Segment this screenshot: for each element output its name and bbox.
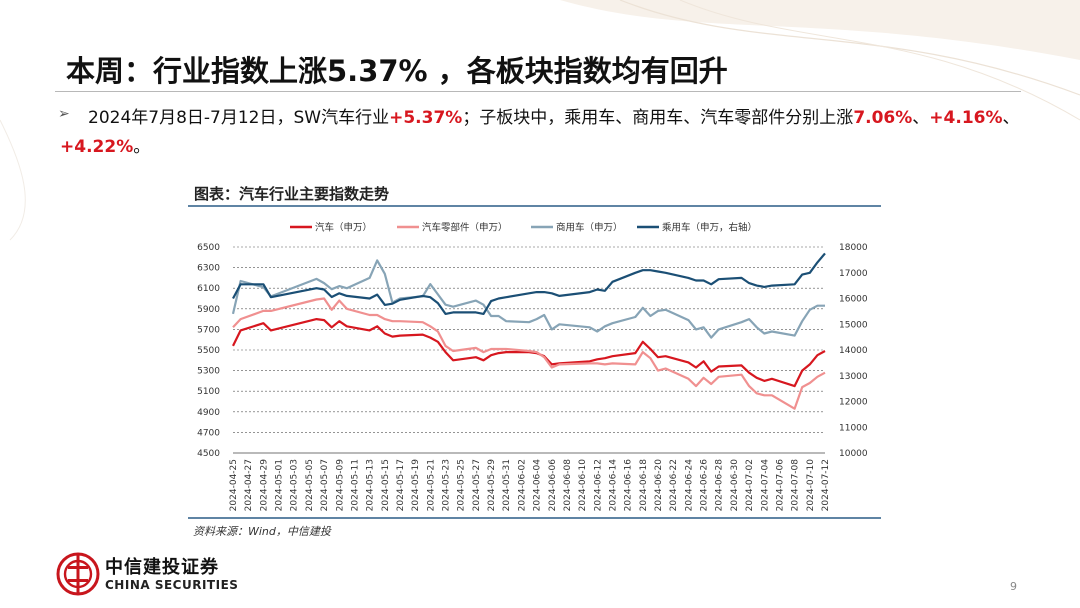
x-tick-label: 2024-04-27: [244, 459, 254, 511]
y-right-tick-label: 15000: [839, 320, 868, 330]
x-tick-label: 2024-06-02: [517, 459, 527, 511]
x-tick-label: 2024-05-01: [275, 459, 285, 511]
x-tick-label: 2024-06-04: [533, 459, 543, 512]
x-tick-label: 2024-05-03: [290, 459, 300, 511]
x-tick-label: 2024-06-16: [624, 459, 634, 512]
citic-logo-icon: [56, 552, 100, 596]
y-right-tick-label: 17000: [839, 269, 868, 279]
legend-label: 乘用车（申万，右轴）: [662, 222, 757, 234]
parts-change-value: +4.22%: [60, 137, 134, 157]
y-right-tick-label: 13000: [839, 372, 868, 382]
x-tick-label: 2024-05-09: [335, 459, 345, 512]
source-note: 资料来源：Wind，中信建投: [193, 525, 331, 538]
x-tick-label: 2024-06-30: [730, 459, 740, 512]
x-tick-label: 2024-04-29: [259, 459, 269, 512]
x-tick-label: 2024-05-05: [305, 459, 315, 511]
x-tick-label: 2024-05-13: [366, 459, 376, 511]
x-tick-label: 2024-07-12: [821, 459, 831, 511]
index-trend-chart: 4500 4700 4900 5100 5300 5500 5700 5900 6100 6300…: [188, 205, 881, 519]
y-right-tick-label: 16000: [839, 295, 868, 305]
x-tick-label: 2024-05-31: [502, 459, 512, 511]
x-tick-label: 2024-07-06: [775, 459, 785, 512]
summary-text: 2024年7月8日-7月12日，SW汽车行业+5.37%；子板块中，乘用车、商用…: [60, 104, 1020, 162]
x-tick-label: 2024-05-17: [396, 459, 406, 511]
commercial-change-value: +4.16%: [929, 108, 1003, 128]
y-left-tick-label: 4700: [197, 428, 220, 438]
y-left-tick-label: 6300: [197, 264, 220, 274]
y-right-tick-label: 12000: [839, 398, 868, 408]
x-tick-label: 2024-05-07: [320, 459, 330, 511]
summary-part-4: 、: [1002, 108, 1020, 128]
x-tick-label: 2024-05-27: [472, 459, 482, 511]
x-tick-label: 2024-04-25: [229, 459, 239, 511]
y-left-tick-label: 5300: [197, 367, 220, 377]
x-tick-label: 2024-06-22: [669, 459, 679, 511]
summary-part-1: 2024年7月8日-7月12日，SW汽车行业: [88, 108, 390, 128]
series-line: [232, 297, 826, 410]
chart-title: 图表：汽车行业主要指数走势: [194, 185, 390, 203]
x-tick-label: 2024-06-20: [654, 459, 664, 512]
legend-label: 汽车（申万）: [315, 222, 372, 234]
x-tick-label: 2024-07-10: [806, 459, 816, 512]
slide-title: 本周：行业指数上涨5.37% ，各板块指数均有回升: [66, 54, 728, 88]
auto-change-value: +5.37%: [389, 108, 463, 128]
x-tick-label: 2024-05-29: [487, 459, 497, 512]
y-left-tick-label: 4500: [197, 449, 220, 459]
page-number: 9: [1010, 580, 1017, 593]
x-tick-label: 2024-05-11: [350, 459, 360, 511]
y-left-tick-label: 4900: [197, 408, 220, 418]
x-tick-label: 2024-06-10: [578, 459, 588, 512]
summary-part-3: 、: [912, 108, 930, 128]
x-tick-label: 2024-05-19: [411, 459, 421, 512]
x-tick-label: 2024-06-24: [684, 459, 694, 512]
x-tick-label: 2024-05-25: [457, 459, 467, 511]
series-line: [231, 259, 825, 339]
y-right-tick-label: 14000: [839, 346, 868, 356]
y-right-tick-label: 18000: [839, 243, 868, 253]
passenger-change-value: 7.06%: [853, 108, 913, 128]
x-tick-label: 2024-06-18: [639, 459, 649, 512]
x-tick-label: 2024-06-12: [593, 459, 603, 511]
x-tick-label: 2024-05-23: [442, 459, 452, 511]
legend-label: 汽车零部件（申万）: [422, 222, 508, 234]
y-left-tick-label: 5100: [197, 387, 220, 397]
x-tick-label: 2024-05-21: [426, 459, 436, 511]
summary-part-5: 。: [133, 137, 151, 157]
title-divider: [55, 91, 1021, 92]
x-tick-label: 2024-06-06: [548, 459, 558, 512]
x-tick-label: 2024-07-04: [760, 459, 770, 512]
x-tick-label: 2024-07-02: [745, 459, 755, 511]
y-left-tick-label: 6100: [197, 284, 220, 294]
x-tick-label: 2024-06-14: [608, 459, 618, 512]
x-tick-label: 2024-06-26: [700, 459, 710, 512]
y-right-tick-label: 11000: [839, 423, 868, 433]
x-tick-label: 2024-07-08: [791, 459, 801, 512]
x-tick-label: 2024-06-08: [563, 459, 573, 512]
y-left-tick-label: 5500: [197, 346, 220, 356]
x-tick-label: 2024-06-28: [715, 459, 725, 512]
logo-chinese-name: 中信建投证券: [105, 557, 219, 578]
y-left-tick-label: 5700: [197, 325, 220, 335]
bullet-arrow-icon: ➢: [58, 106, 70, 122]
y-left-tick-label: 6500: [197, 243, 220, 253]
y-left-tick-label: 5900: [197, 305, 220, 315]
series-line: [232, 252, 826, 315]
summary-part-2: ；子板块中，乘用车、商用车、汽车零部件分别上涨: [462, 108, 854, 128]
legend-label: 商用车（申万）: [556, 222, 623, 234]
logo-english-name: CHINA SECURITIES: [105, 578, 239, 592]
x-tick-label: 2024-05-15: [381, 459, 391, 511]
y-right-tick-label: 10000: [839, 449, 868, 459]
